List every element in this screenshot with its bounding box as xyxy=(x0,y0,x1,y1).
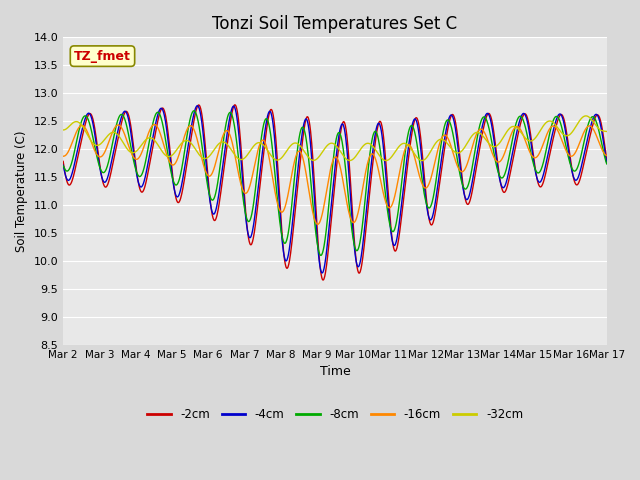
-16cm xyxy=(369,152,377,157)
-2cm xyxy=(319,277,327,283)
-32cm xyxy=(382,158,390,164)
-8cm xyxy=(124,126,131,132)
-32cm xyxy=(124,146,131,152)
Line: -8cm: -8cm xyxy=(63,111,607,255)
-32cm xyxy=(290,140,298,146)
-8cm xyxy=(369,132,377,137)
-16cm xyxy=(314,221,322,227)
-8cm xyxy=(101,168,109,174)
-2cm xyxy=(124,109,131,115)
-2cm xyxy=(101,184,109,190)
-4cm xyxy=(301,116,309,122)
-2cm xyxy=(312,195,319,201)
-4cm xyxy=(193,103,201,108)
Line: -32cm: -32cm xyxy=(63,116,607,161)
-16cm xyxy=(124,139,131,145)
-32cm xyxy=(603,129,611,134)
-16cm xyxy=(60,154,67,159)
Line: -16cm: -16cm xyxy=(63,124,607,224)
Text: TZ_fmet: TZ_fmet xyxy=(74,49,131,63)
-16cm xyxy=(603,153,611,158)
Y-axis label: Soil Temperature (C): Soil Temperature (C) xyxy=(15,131,28,252)
-16cm xyxy=(150,121,158,127)
Line: -2cm: -2cm xyxy=(63,105,607,280)
-2cm xyxy=(291,217,298,223)
-4cm xyxy=(101,179,109,185)
-4cm xyxy=(291,202,298,208)
-32cm xyxy=(311,157,319,163)
-32cm xyxy=(369,143,376,149)
X-axis label: Time: Time xyxy=(319,365,351,378)
-16cm xyxy=(312,218,319,224)
-8cm xyxy=(603,161,611,167)
-8cm xyxy=(312,225,319,231)
-32cm xyxy=(301,150,309,156)
-4cm xyxy=(603,161,611,167)
-8cm xyxy=(60,163,67,169)
-32cm xyxy=(60,127,67,133)
-2cm xyxy=(60,158,67,164)
-8cm xyxy=(317,252,324,258)
-32cm xyxy=(582,113,589,119)
-4cm xyxy=(60,162,67,168)
-8cm xyxy=(190,108,198,114)
-4cm xyxy=(369,144,377,150)
-32cm xyxy=(101,136,109,142)
-2cm xyxy=(369,156,377,161)
Line: -4cm: -4cm xyxy=(63,106,607,273)
-8cm xyxy=(291,177,298,183)
-2cm xyxy=(231,102,239,108)
-4cm xyxy=(318,270,326,276)
Title: Tonzi Soil Temperatures Set C: Tonzi Soil Temperatures Set C xyxy=(212,15,458,33)
-2cm xyxy=(603,158,611,164)
-8cm xyxy=(301,132,309,138)
-16cm xyxy=(101,148,109,154)
-16cm xyxy=(301,167,309,173)
-4cm xyxy=(124,112,131,118)
Legend: -2cm, -4cm, -8cm, -16cm, -32cm: -2cm, -4cm, -8cm, -16cm, -32cm xyxy=(142,403,528,426)
-4cm xyxy=(312,210,319,216)
-16cm xyxy=(291,159,298,165)
-2cm xyxy=(301,118,309,124)
